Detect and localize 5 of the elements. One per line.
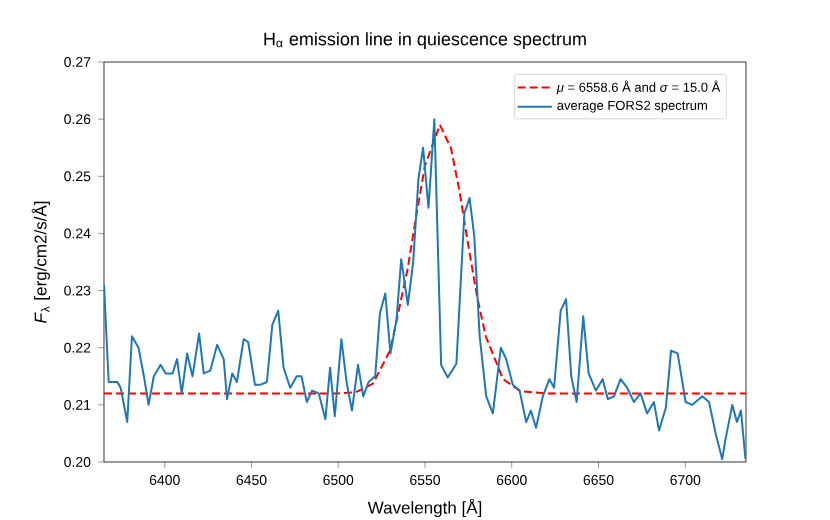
line-series: [104, 118, 746, 461]
y-axis-title: F$_{λ}$ [erg/cm2/s/Å]: [31, 201, 50, 323]
x-axis-title: Wavelength [Å]: [367, 498, 482, 518]
line-series: [104, 123, 746, 395]
chart-title: H$_{α}$ emission line in quiescence spectrum: [264, 32, 586, 49]
